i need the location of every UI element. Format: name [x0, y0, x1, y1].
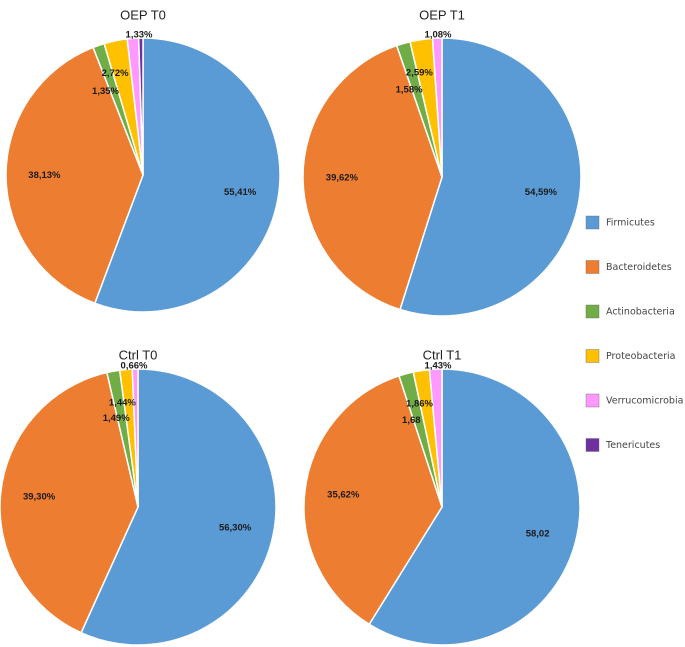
pie-slice-firmicutes — [368, 368, 581, 646]
legend-item-proteobacteria: Proteobacteria — [585, 349, 675, 363]
legend-swatch — [585, 438, 600, 452]
legend-label: Tenericutes — [605, 440, 660, 451]
pie-slice-firmicutes — [80, 368, 277, 646]
legend-label: Firmicutes — [606, 218, 655, 229]
data-label-actinobacteria: 1,58% — [396, 85, 423, 96]
pie-chart-ctrl-t0: Ctrl T0 56,30% 39,30% 1,49% 1,44% 0,66% — [0, 348, 277, 646]
pie-slice-bacteroidetes — [0, 371, 139, 634]
pie-slice-firmicutes — [399, 37, 582, 317]
legend-label: Bacteroidetes — [606, 262, 672, 273]
pie-slice-verrucomicrobia — [428, 368, 443, 508]
legend-label: Actinobacteria — [606, 307, 675, 318]
legend-label: Verrucomicrobia — [606, 396, 683, 407]
legend-swatch — [585, 215, 600, 230]
pie-slice-bacteroidetes — [5, 46, 144, 305]
pie-chart-oep-t0: OEP T0 55,41% 38,13% 1,35% 2,72% 1,33% — [5, 8, 281, 313]
pie-chart-oep-t1: OEP T1 54,59% 39,62% 1,58% 2,59% 1,08% — [302, 8, 582, 317]
pie-slice-firmicutes — [93, 37, 281, 313]
data-label-actinobacteria: 1,35% — [92, 86, 119, 97]
data-label-proteobacteria: 1,86% — [406, 398, 433, 409]
legend: Firmicutes Bacteroidetes Actinobacteria Pro… — [585, 215, 683, 452]
data-label-verrucomicrobia: 1,43% — [425, 361, 452, 372]
data-label-proteobacteria: 2,59% — [406, 68, 433, 79]
data-label-firmicutes: 58,02 — [526, 529, 550, 540]
data-label-actinobacteria: 1,68 — [402, 415, 421, 426]
data-label-firmicutes: 56,30% — [219, 522, 252, 533]
data-label-verrucomicrobia: 1,08% — [425, 30, 452, 41]
legend-swatch — [585, 260, 600, 274]
legend-item-bacteroidetes: Bacteroidetes — [585, 260, 672, 274]
legend-swatch — [585, 349, 600, 363]
pie-chart-ctrl-t1: Ctrl T1 58,02 35,62% 1,68 1,86% 1,43% — [303, 348, 581, 646]
data-label-bacteroidetes: 39,30% — [23, 492, 56, 503]
legend-label: Proteobacteria — [606, 351, 675, 362]
legend-item-verrucomicrobia: Verrucomicrobia — [585, 393, 683, 408]
data-label-firmicutes: 55,41% — [224, 187, 257, 198]
data-label-actinobacteria: 1,49% — [103, 413, 130, 424]
chart-title: Ctrl T1 — [423, 348, 462, 363]
data-label-proteobacteria: 1,44% — [109, 398, 136, 409]
data-label-proteobacteria: 2,72% — [102, 68, 129, 79]
data-label-firmicutes: 54,59% — [525, 187, 558, 198]
data-label-verrucomicrobia: 0,66% — [121, 361, 148, 372]
pie-slice-verrucomicrobia — [431, 37, 443, 178]
pie-slice-bacteroidetes — [302, 44, 443, 311]
pie-slice-bacteroidetes — [303, 374, 443, 626]
pie-charts: OEP T0 55,41% 38,13% 1,35% 2,72% 1,33% OEP T1 5… — [0, 8, 582, 646]
chart-title: Ctrl T0 — [119, 348, 158, 363]
pie-slice-verrucomicrobia — [131, 368, 139, 508]
legend-item-actinobacteria: Actinobacteria — [585, 304, 675, 319]
chart-title: OEP T1 — [419, 8, 465, 23]
legend-item-tenericutes: Tenericutes — [585, 438, 660, 452]
legend-item-firmicutes: Firmicutes — [585, 215, 655, 230]
data-label-bacteroidetes: 38,13% — [28, 170, 61, 181]
chart-title: OEP T0 — [120, 8, 166, 23]
data-label-verrucomicrobia: 1,33% — [126, 30, 153, 41]
legend-swatch — [585, 393, 600, 408]
data-label-bacteroidetes: 35,62% — [327, 490, 360, 501]
pie-slice-tenericutes — [137, 37, 144, 176]
data-label-bacteroidetes: 39,62% — [326, 173, 359, 184]
legend-swatch — [585, 304, 600, 319]
